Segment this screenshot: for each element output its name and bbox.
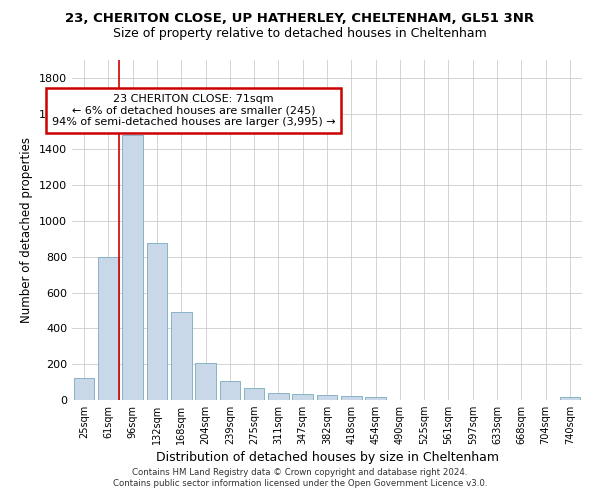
Bar	[244, 388, 265, 400]
Bar	[98, 257, 119, 400]
Bar	[341, 396, 362, 400]
Y-axis label: Number of detached properties: Number of detached properties	[20, 137, 34, 323]
Bar	[74, 378, 94, 400]
Bar	[146, 242, 167, 400]
Bar	[365, 398, 386, 400]
Bar	[292, 394, 313, 400]
Bar	[171, 312, 191, 400]
Text: 23, CHERITON CLOSE, UP HATHERLEY, CHELTENHAM, GL51 3NR: 23, CHERITON CLOSE, UP HATHERLEY, CHELTE…	[65, 12, 535, 26]
Bar	[195, 364, 216, 400]
Bar	[122, 135, 143, 400]
Bar	[220, 381, 240, 400]
X-axis label: Distribution of detached houses by size in Cheltenham: Distribution of detached houses by size …	[155, 452, 499, 464]
Text: 23 CHERITON CLOSE: 71sqm
← 6% of detached houses are smaller (245)
94% of semi-d: 23 CHERITON CLOSE: 71sqm ← 6% of detache…	[52, 94, 335, 127]
Bar	[317, 394, 337, 400]
Bar	[560, 398, 580, 400]
Text: Contains HM Land Registry data © Crown copyright and database right 2024.
Contai: Contains HM Land Registry data © Crown c…	[113, 468, 487, 487]
Bar	[268, 393, 289, 400]
Text: Size of property relative to detached houses in Cheltenham: Size of property relative to detached ho…	[113, 28, 487, 40]
